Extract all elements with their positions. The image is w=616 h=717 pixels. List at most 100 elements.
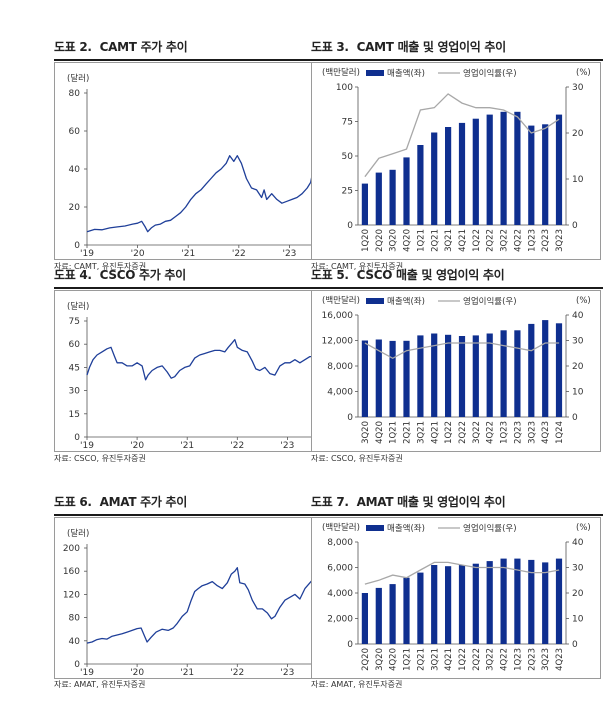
left-tick-label: 25 (342, 187, 353, 197)
right-tick-label: 40 (572, 311, 584, 321)
x-category-label: 1Q23 (500, 421, 510, 444)
x-category-label: 3Q23 (541, 648, 551, 671)
y-tick-label: 60 (69, 340, 81, 350)
right-tick-label: 30 (572, 337, 584, 347)
x-category-label: 3Q20 (361, 421, 371, 444)
x-category-label: 3Q21 (444, 229, 454, 252)
legend-bar-swatch (366, 298, 384, 304)
x-tick-label: '19 (80, 441, 94, 451)
x-category-label: 3Q20 (389, 229, 399, 252)
x-category-label: 2Q20 (361, 648, 371, 671)
legend-bar-label: 매출액(좌) (387, 523, 425, 534)
revenue-bar (445, 566, 452, 644)
x-tick-label: '20 (131, 249, 145, 259)
chart-frame: (달러) 0 15 30 45 60 75 '19 '20 '21 '22 '23 (54, 290, 344, 452)
x-category-label: 2Q21 (430, 229, 440, 252)
left-tick-label: 6,000 (327, 564, 353, 574)
left-tick-label: 2,000 (327, 615, 353, 625)
revenue-bar (389, 169, 396, 225)
right-unit-label: (%) (576, 523, 591, 533)
revenue-bar (514, 330, 521, 417)
left-tick-label: 4,000 (327, 589, 353, 599)
y-tick-label: 0 (74, 660, 80, 670)
left-tick-label: 50 (342, 152, 354, 162)
x-category-label: 4Q22 (513, 229, 523, 252)
x-category-label: 1Q22 (444, 421, 454, 444)
revenue-bar (361, 183, 368, 225)
source-note: 자료: CSCO, 유진투자증권 (54, 454, 146, 463)
x-category-label: 1Q23 (527, 229, 537, 252)
x-tick-label: '21 (180, 441, 194, 451)
margin-line (364, 342, 560, 360)
left-unit-label: (백만달러) (322, 522, 360, 533)
revenue-bar (375, 339, 382, 417)
revenue-bar (375, 587, 382, 644)
panel-title: 도표 7. AMAT 매출 및 영업이익 추이 (311, 495, 506, 509)
x-tick-label: '22 (230, 668, 244, 678)
revenue-bar (445, 127, 452, 225)
revenue-bar (500, 111, 507, 225)
revenue-bar (555, 323, 563, 417)
y-tick-label: 40 (69, 637, 81, 647)
right-unit-label: (%) (576, 68, 591, 78)
x-category-label: 4Q21 (458, 229, 468, 252)
x-category-label: 1Q20 (361, 229, 371, 252)
x-tick-label: '21 (180, 668, 194, 678)
revenue-bar (361, 593, 368, 644)
legend-bar-label: 매출액(좌) (387, 296, 425, 307)
x-category-label: 3Q21 (416, 421, 426, 444)
x-category-label: 4Q20 (375, 421, 385, 444)
right-tick-label: 0 (572, 640, 578, 650)
y-tick-label: 120 (63, 590, 80, 600)
x-category-label: 4Q21 (430, 421, 440, 444)
revenue-bar (542, 124, 549, 225)
right-tick-label: 40 (572, 538, 584, 548)
x-tick-label: '22 (232, 249, 246, 259)
title-rule (54, 59, 346, 61)
x-category-label: 2Q23 (541, 229, 551, 252)
x-category-label: 3Q20 (375, 648, 385, 671)
panel-title: 도표 5. CSCO 매출 및 영업이익 추이 (311, 268, 505, 282)
y-tick-label: 80 (69, 614, 81, 624)
revenue-bar (458, 336, 466, 417)
x-category-label: 1Q22 (472, 229, 482, 252)
right-tick-label: 20 (572, 362, 584, 372)
x-category-label: 4Q20 (403, 229, 413, 252)
y-tick-label: 160 (63, 567, 80, 577)
x-category-label: 2Q22 (486, 229, 496, 252)
revenue-bar (472, 563, 479, 644)
revenue-bar (431, 333, 438, 417)
chart-csco-price: (달러) 0 15 30 45 60 75 '19 '20 '21 '22 '23 (67, 301, 336, 451)
panel-title: 도표 3. CAMT 매출 및 영업이익 추이 (311, 40, 506, 54)
x-category-label: 4Q20 (389, 648, 399, 671)
y-tick-label: 45 (69, 363, 80, 373)
legend-bar-swatch (366, 70, 384, 76)
legend-line-label: 영업이익률(우) (463, 296, 517, 307)
source-note: 자료: AMAT, 유진투자증권 (54, 680, 146, 689)
chart-camt-price: (달러) 0 20 40 60 80 '19 '20 '21 '22 '23 (67, 73, 336, 259)
left-tick-label: 8,000 (327, 538, 353, 548)
chart-frame: (달러) 0 20 40 60 80 '19 '20 '21 '22 '23 (54, 62, 344, 260)
x-category-label: 3Q23 (555, 229, 565, 252)
right-tick-label: 20 (572, 589, 584, 599)
source-note: 자료: AMAT, 유진투자증권 (311, 680, 403, 689)
revenue-bar (514, 111, 521, 225)
x-tick-label: '23 (280, 441, 294, 451)
x-category-label: 4Q23 (541, 421, 551, 444)
price-line (86, 338, 336, 381)
left-unit-label: (백만달러) (322, 295, 360, 306)
y-tick-label: 40 (69, 165, 81, 175)
revenue-bar (389, 584, 396, 644)
x-category-label: 3Q22 (472, 421, 482, 444)
x-category-label: 1Q21 (389, 421, 399, 444)
x-category-label: 3Q23 (527, 421, 537, 444)
x-category-label: 2Q22 (458, 421, 468, 444)
x-category-label: 1Q22 (458, 648, 468, 671)
legend-line-label: 영업이익률(우) (463, 523, 517, 534)
y-tick-label: 0 (74, 241, 80, 251)
panel-title: 도표 2. CAMT 주가 추이 (54, 40, 188, 54)
x-category-label: 2Q23 (527, 648, 537, 671)
right-tick-label: 30 (572, 83, 584, 93)
revenue-bar (431, 132, 438, 225)
revenue-bar (542, 562, 549, 644)
